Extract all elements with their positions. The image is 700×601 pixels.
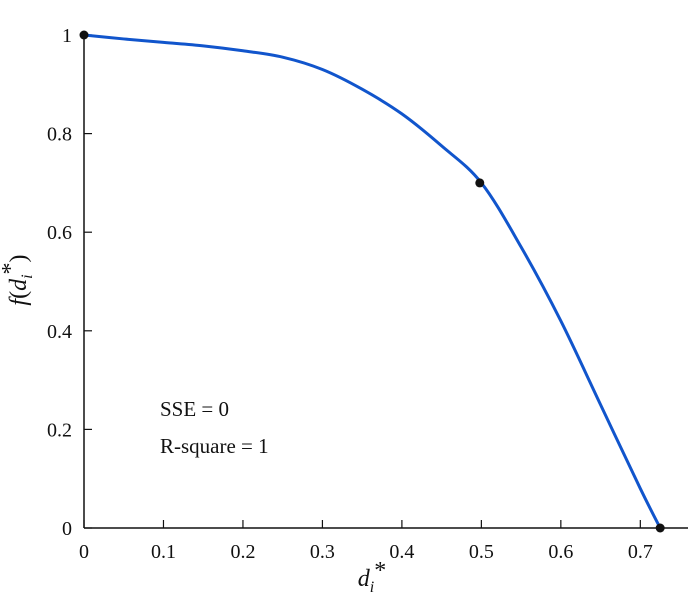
series-group bbox=[83, 33, 662, 529]
x-tick-label: 0 bbox=[79, 541, 89, 563]
x-tick-label: 0.4 bbox=[389, 541, 414, 563]
axes bbox=[83, 32, 688, 529]
x-tick-label: 0.1 bbox=[151, 541, 176, 563]
data-point bbox=[655, 523, 665, 533]
y-tick-label: 0 bbox=[62, 518, 72, 540]
y-tick-label: 0.8 bbox=[47, 124, 72, 146]
data-point bbox=[475, 178, 485, 188]
annotation-sse: SSE = 0 bbox=[160, 397, 229, 421]
y-tick-label: 0.4 bbox=[47, 321, 72, 343]
annotation-rsquare: R-square = 1 bbox=[160, 434, 269, 458]
y-tick-label: 0.6 bbox=[47, 222, 72, 244]
x-tick-label: 0.5 bbox=[469, 541, 494, 563]
x-tick-label: 0.2 bbox=[230, 541, 255, 563]
x-axis-title: di* bbox=[358, 558, 386, 596]
y-axis-title: f(di*) bbox=[0, 254, 36, 305]
y-tick-label: 1 bbox=[62, 25, 72, 47]
x-tick-label: 0.3 bbox=[310, 541, 335, 563]
series-line bbox=[83, 33, 662, 529]
y-tick-label: 0.2 bbox=[47, 419, 72, 441]
x-tick-label: 0.6 bbox=[548, 541, 573, 563]
data-point bbox=[79, 30, 89, 40]
x-tick-label: 0.7 bbox=[628, 541, 653, 563]
x-ticks: 0 0.1 0.2 0.3 0.4 0.5 0.6 0.7 bbox=[79, 520, 653, 563]
markers-group bbox=[79, 30, 665, 533]
y-ticks: 0 0.2 0.4 0.6 0.8 1 bbox=[47, 25, 92, 540]
